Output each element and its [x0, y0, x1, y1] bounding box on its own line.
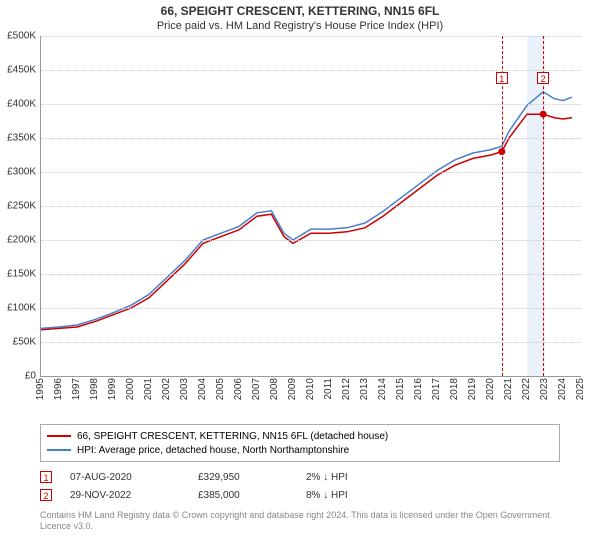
transaction-row: 2 29-NOV-2022 £385,000 8% ↓ HPI — [40, 486, 560, 504]
chart-subtitle: Price paid vs. HM Land Registry's House … — [0, 18, 600, 36]
legend-item: 66, SPEIGHT CRESCENT, KETTERING, NN15 6F… — [47, 429, 553, 443]
x-tick-label: 2008 — [269, 378, 280, 400]
x-tick-label: 2002 — [161, 378, 172, 400]
y-tick-label: £350K — [7, 133, 36, 144]
x-tick-label: 1998 — [89, 378, 100, 400]
x-tick-label: 2023 — [539, 378, 550, 400]
transaction-vline — [543, 36, 544, 376]
transaction-date: 07-AUG-2020 — [70, 472, 180, 483]
y-tick-label: £300K — [7, 167, 36, 178]
transaction-row: 1 07-AUG-2020 £329,950 2% ↓ HPI — [40, 468, 560, 486]
x-tick-label: 2011 — [323, 378, 334, 400]
x-tick-label: 2016 — [413, 378, 424, 400]
x-tick-label: 2004 — [197, 378, 208, 400]
x-axis: 1995199619971998199920002001200220032004… — [40, 378, 580, 418]
gridline — [41, 274, 581, 275]
gridline — [41, 172, 581, 173]
x-tick-label: 2005 — [215, 378, 226, 400]
legend: 66, SPEIGHT CRESCENT, KETTERING, NN15 6F… — [40, 424, 560, 462]
x-tick-label: 2000 — [125, 378, 136, 400]
legend-swatch — [47, 449, 71, 451]
transaction-price: £329,950 — [198, 472, 288, 483]
x-tick-label: 2015 — [395, 378, 406, 400]
transaction-price: £385,000 — [198, 490, 288, 501]
gridline — [41, 240, 581, 241]
x-tick-label: 2001 — [143, 378, 154, 400]
transaction-marker: 2 — [537, 72, 549, 84]
gridline — [41, 104, 581, 105]
x-tick-label: 2021 — [503, 378, 514, 400]
x-tick-label: 1995 — [35, 378, 46, 400]
attribution-text: Contains HM Land Registry data © Crown c… — [40, 510, 560, 533]
gridline — [41, 342, 581, 343]
x-tick-label: 2017 — [431, 378, 442, 400]
chart-title: 66, SPEIGHT CRESCENT, KETTERING, NN15 6F… — [0, 0, 600, 18]
x-tick-label: 2006 — [233, 378, 244, 400]
y-tick-label: £500K — [7, 31, 36, 42]
transaction-marker-inline: 1 — [40, 471, 52, 483]
y-tick-label: £450K — [7, 65, 36, 76]
transaction-vline — [502, 36, 503, 376]
x-tick-label: 2009 — [287, 378, 298, 400]
x-tick-label: 2025 — [575, 378, 586, 400]
x-tick-label: 2020 — [485, 378, 496, 400]
legend-label: 66, SPEIGHT CRESCENT, KETTERING, NN15 6F… — [77, 431, 388, 442]
down-arrow-icon: ↓ — [323, 472, 328, 483]
y-tick-label: £400K — [7, 99, 36, 110]
x-tick-label: 1999 — [107, 378, 118, 400]
plot-area: 12 — [40, 36, 581, 377]
transactions-table: 1 07-AUG-2020 £329,950 2% ↓ HPI 2 29-NOV-2022… — [40, 468, 560, 504]
y-axis: £0£50K£100K£150K£200K£250K£300K£350K£400… — [0, 36, 38, 416]
x-tick-label: 1997 — [71, 378, 82, 400]
gridline — [41, 206, 581, 207]
y-tick-label: £250K — [7, 201, 36, 212]
gridline — [41, 70, 581, 71]
x-tick-label: 2012 — [341, 378, 352, 400]
x-tick-label: 2010 — [305, 378, 316, 400]
gridline — [41, 308, 581, 309]
x-tick-label: 2003 — [179, 378, 190, 400]
transaction-marker-inline: 2 — [40, 489, 52, 501]
transaction-marker: 1 — [496, 72, 508, 84]
transaction-pct: 8% ↓ HPI — [306, 490, 416, 501]
x-tick-label: 2022 — [521, 378, 532, 400]
gridline — [41, 36, 581, 37]
y-tick-label: £150K — [7, 269, 36, 280]
legend-label: HPI: Average price, detached house, Nort… — [77, 445, 349, 456]
x-tick-label: 2014 — [377, 378, 388, 400]
y-tick-label: £50K — [13, 337, 36, 348]
x-tick-label: 2018 — [449, 378, 460, 400]
transaction-date: 29-NOV-2022 — [70, 490, 180, 501]
legend-item: HPI: Average price, detached house, Nort… — [47, 443, 553, 457]
x-tick-label: 2007 — [251, 378, 262, 400]
x-tick-label: 1996 — [53, 378, 64, 400]
series-price_paid — [41, 114, 572, 330]
transaction-pct: 2% ↓ HPI — [306, 472, 416, 483]
gridline — [41, 138, 581, 139]
y-tick-label: £200K — [7, 235, 36, 246]
down-arrow-icon: ↓ — [323, 490, 328, 501]
series-hpi — [41, 92, 572, 329]
y-tick-label: £100K — [7, 303, 36, 314]
chart-area: £0£50K£100K£150K£200K£250K£300K£350K£400… — [40, 36, 600, 416]
legend-swatch — [47, 435, 71, 437]
x-tick-label: 2013 — [359, 378, 370, 400]
x-tick-label: 2019 — [467, 378, 478, 400]
chart-container: 66, SPEIGHT CRESCENT, KETTERING, NN15 6F… — [0, 0, 600, 560]
x-tick-label: 2024 — [557, 378, 568, 400]
